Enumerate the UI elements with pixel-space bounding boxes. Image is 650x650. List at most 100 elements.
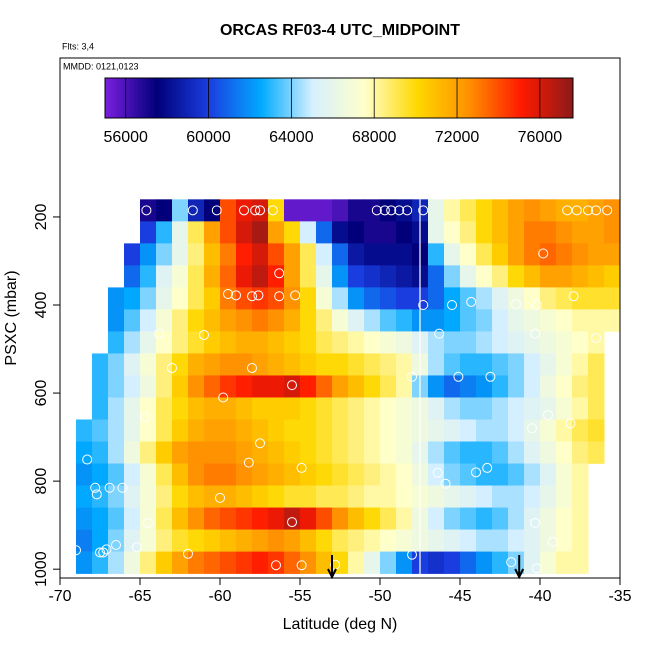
- heat-cell: [380, 419, 397, 442]
- heat-cell: [284, 419, 301, 442]
- colorbar-swatch: [143, 78, 146, 118]
- heat-cell: [508, 463, 525, 486]
- heat-cell: [396, 221, 413, 244]
- heat-cell: [156, 265, 173, 288]
- colorbar-swatch: [385, 78, 388, 118]
- colorbar-swatch: [527, 78, 530, 118]
- colorbar-swatch: [219, 78, 222, 118]
- colorbar-swatch: [335, 78, 338, 118]
- colorbar-swatch: [545, 78, 548, 118]
- heat-cell: [220, 331, 237, 354]
- colorbar-swatch: [237, 78, 240, 118]
- data-point: [131, 542, 142, 553]
- colorbar-swatch: [377, 78, 380, 118]
- heat-cell: [92, 529, 109, 552]
- heat-cell: [124, 287, 141, 310]
- heat-cell: [156, 485, 173, 508]
- heat-cell: [476, 221, 493, 244]
- colorbar-swatch: [411, 78, 414, 118]
- heat-cell: [460, 199, 477, 222]
- heat-cell: [300, 419, 317, 442]
- heat-cell: [588, 221, 605, 244]
- heat-cell: [172, 199, 189, 222]
- colorbar-swatch: [363, 78, 366, 118]
- data-point: [386, 205, 397, 216]
- colorbar-swatch: [225, 78, 228, 118]
- colorbar-swatch: [107, 78, 110, 118]
- heat-cell: [252, 485, 269, 508]
- heat-cell: [156, 309, 173, 332]
- colorbar-swatch: [217, 78, 220, 118]
- data-point: [95, 547, 105, 558]
- colorbar-swatch: [511, 78, 514, 118]
- heat-cell: [524, 507, 541, 530]
- colorbar-swatch: [437, 78, 440, 118]
- heat-cell: [188, 331, 205, 354]
- heat-cell: [588, 353, 605, 376]
- colorbar-swatch: [169, 78, 172, 118]
- colorbar-swatch: [483, 78, 486, 118]
- colorbar-swatch: [189, 78, 192, 118]
- heat-cell: [380, 331, 397, 354]
- colorbar-swatch: [501, 78, 504, 118]
- heat-cell: [444, 551, 461, 574]
- heat-cell: [316, 485, 333, 508]
- heat-cell: [300, 463, 317, 486]
- colorbar-swatch: [213, 78, 216, 118]
- colorbar-swatch: [161, 78, 164, 118]
- heat-cell: [572, 551, 589, 574]
- heat-cell: [76, 507, 93, 530]
- colorbar-swatch: [349, 78, 352, 118]
- colorbar-swatch: [181, 78, 184, 118]
- colorbar-swatch: [355, 78, 358, 118]
- heat-cell: [236, 199, 253, 222]
- heat-cell: [220, 551, 237, 574]
- colorbar-swatch: [369, 78, 372, 118]
- heat-cell: [348, 551, 365, 574]
- x-tick-label: -45: [448, 588, 471, 605]
- colorbar-swatch: [265, 78, 268, 118]
- colorbar-swatch: [529, 78, 532, 118]
- colorbar-swatch: [395, 78, 398, 118]
- heat-cell: [540, 551, 557, 574]
- colorbar-swatch: [293, 78, 296, 118]
- heat-cell: [556, 441, 573, 464]
- heat-cell: [252, 463, 269, 486]
- heat-cell: [396, 287, 413, 310]
- colorbar-swatch: [471, 78, 474, 118]
- heat-cell: [220, 221, 237, 244]
- colorbar-swatch: [553, 78, 556, 118]
- heat-cell: [396, 419, 413, 442]
- heat-cell: [540, 463, 557, 486]
- y-tick-label: 200: [33, 204, 50, 231]
- colorbar-swatch: [299, 78, 302, 118]
- heat-cell: [332, 221, 349, 244]
- heat-cell: [76, 529, 93, 552]
- colorbar-swatch: [565, 78, 568, 118]
- data-point: [290, 290, 301, 301]
- heat-cell: [588, 265, 605, 288]
- heat-cell: [252, 309, 269, 332]
- colorbar-swatch: [283, 78, 286, 118]
- colorbar-swatch: [319, 78, 322, 118]
- arrow: [514, 555, 525, 580]
- heat-cell: [108, 397, 125, 420]
- heat-cell: [460, 243, 477, 266]
- heat-cell: [140, 419, 157, 442]
- heat-cell: [588, 287, 605, 310]
- colorbar-swatch: [427, 78, 430, 118]
- heat-cell: [572, 397, 589, 420]
- colorbar-swatch: [455, 78, 458, 118]
- annotation: MMDD: 0121,0123: [63, 61, 139, 71]
- colorbar-tick-label: 60000: [186, 129, 231, 146]
- heat-cell: [572, 463, 589, 486]
- heat-cell: [188, 199, 205, 222]
- heat-cell: [380, 243, 397, 266]
- colorbar-swatch: [139, 78, 142, 118]
- heat-cell: [508, 397, 525, 420]
- data-point: [139, 412, 150, 423]
- heat-cell: [284, 441, 301, 464]
- data-point: [562, 205, 573, 216]
- heat-cell: [252, 243, 269, 266]
